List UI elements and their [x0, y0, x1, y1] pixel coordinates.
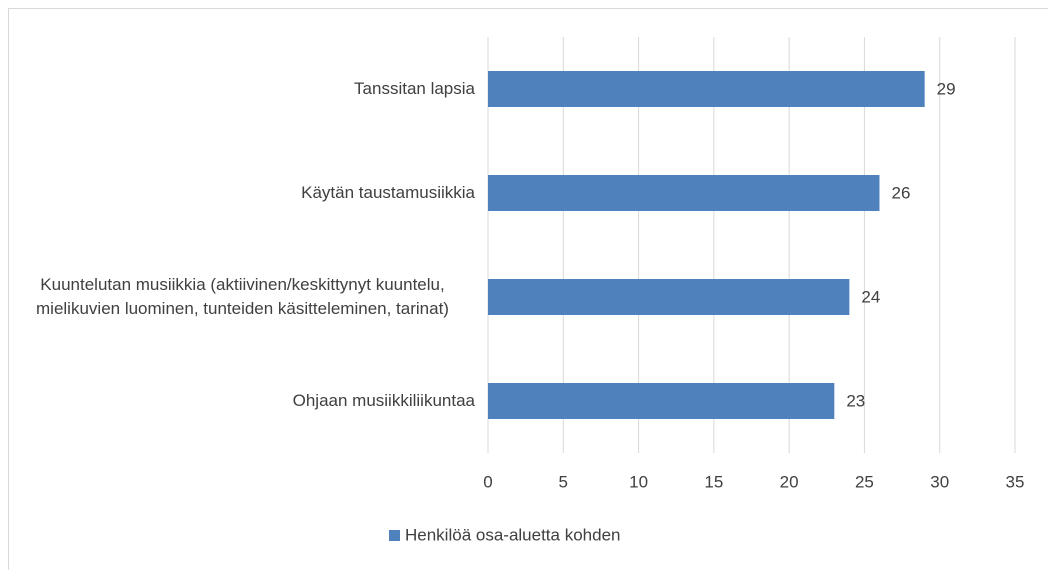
- y-tick-label: Tanssitan lapsia: [10, 77, 475, 101]
- data-label: 29: [937, 79, 956, 98]
- x-tick-label: 30: [930, 472, 949, 491]
- legend-swatch: [389, 530, 400, 541]
- bar: [488, 71, 925, 107]
- data-label: 26: [891, 183, 910, 202]
- bar: [488, 279, 850, 315]
- x-tick-label: 10: [629, 472, 648, 491]
- y-tick-text: Kuuntelutan musiikkia (aktiivinen/keskit…: [36, 275, 449, 318]
- y-tick-label: Kuuntelutan musiikkia (aktiivinen/keskit…: [10, 273, 475, 321]
- y-tick-label: Ohjaan musiikkiliikuntaa: [10, 389, 475, 413]
- bar: [488, 383, 835, 419]
- y-tick-text: Tanssitan lapsia: [354, 79, 475, 98]
- data-label: 24: [861, 287, 880, 306]
- x-tick-label: 0: [483, 472, 492, 491]
- data-label: 23: [846, 391, 865, 410]
- y-tick-label: Käytän taustamusiikkia: [10, 181, 475, 205]
- bar: [488, 175, 880, 211]
- legend-label: Henkilöä osa-aluetta kohden: [405, 525, 620, 544]
- x-tick-label: 20: [780, 472, 799, 491]
- x-tick-label: 15: [704, 472, 723, 491]
- x-tick-label: 5: [559, 472, 568, 491]
- x-tick-label: 25: [855, 472, 874, 491]
- x-tick-label: 35: [1006, 472, 1025, 491]
- y-tick-text: Ohjaan musiikkiliikuntaa: [292, 391, 475, 410]
- chart-border: [8, 8, 1048, 570]
- y-tick-text: Käytän taustamusiikkia: [301, 183, 475, 202]
